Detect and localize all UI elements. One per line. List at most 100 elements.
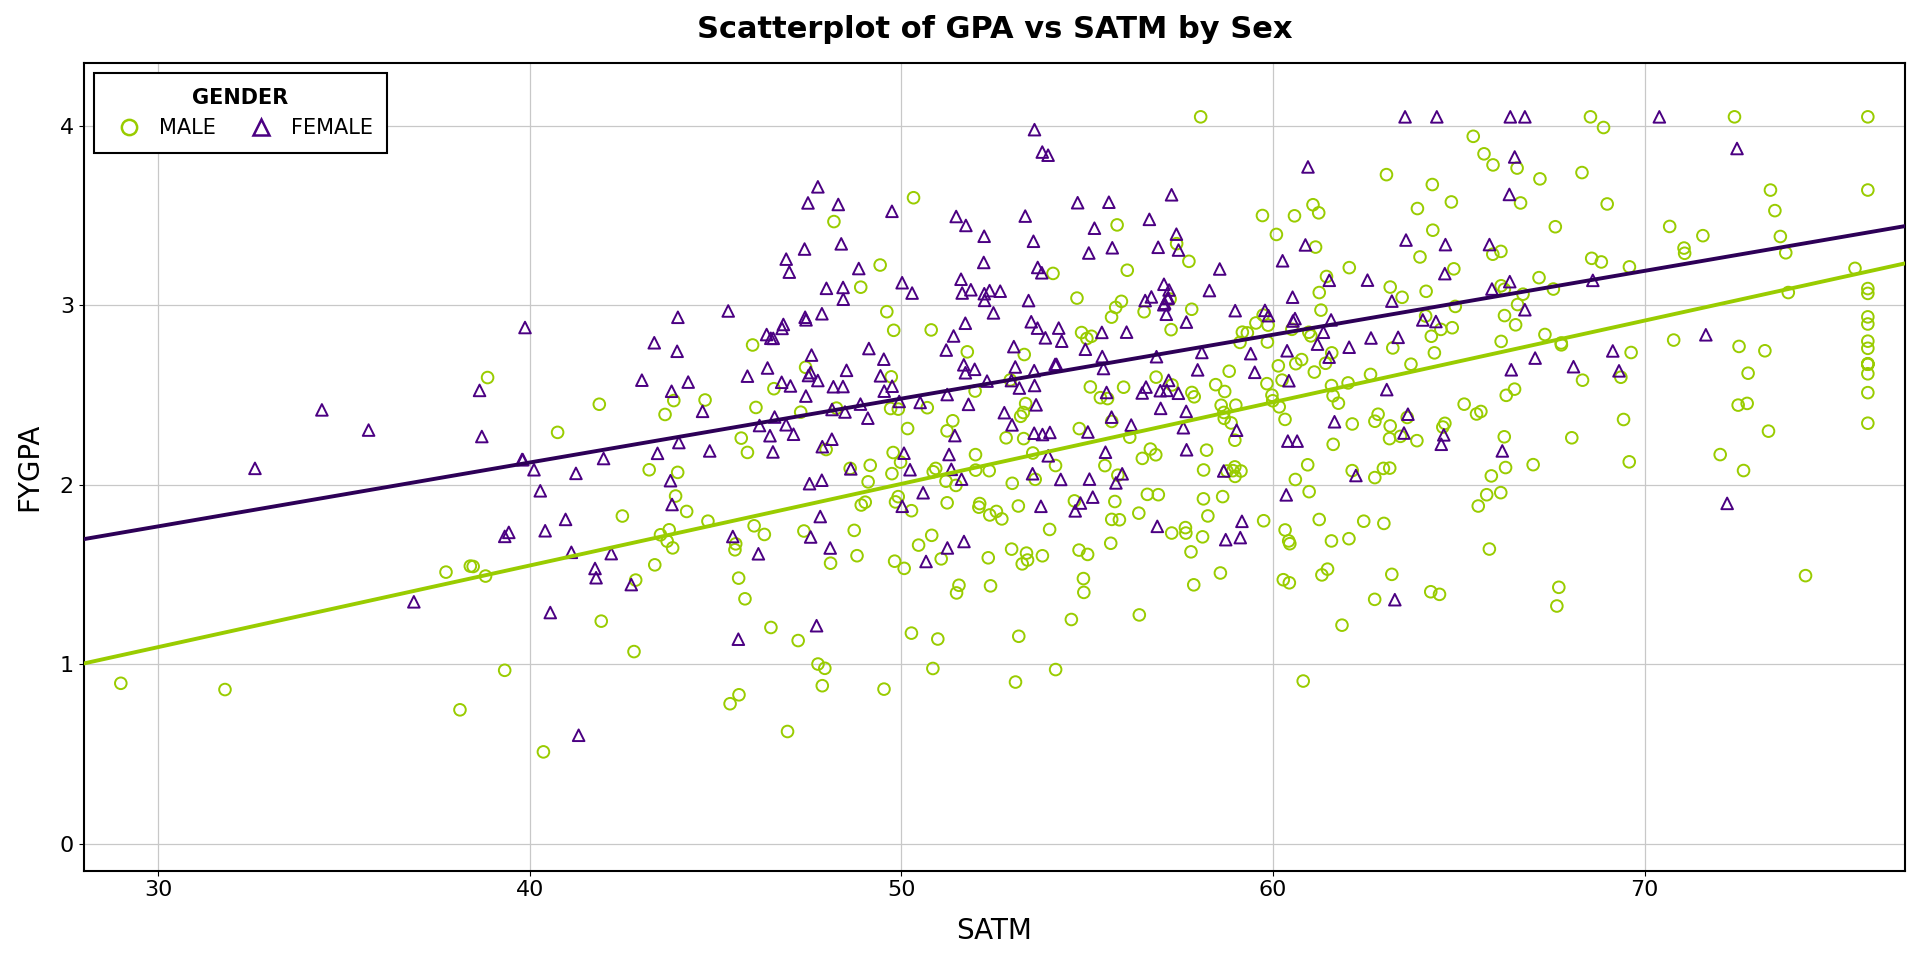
MALE — [1853, 286, 1884, 301]
MALE — [457, 559, 488, 574]
MALE — [1853, 356, 1884, 372]
MALE — [1853, 356, 1884, 372]
FEMALE — [996, 418, 1027, 433]
FEMALE — [1018, 466, 1048, 481]
FEMALE — [557, 544, 588, 560]
MALE — [1273, 533, 1304, 548]
FEMALE — [1152, 291, 1183, 306]
FEMALE — [972, 373, 1002, 389]
MALE — [1008, 431, 1039, 446]
MALE — [1465, 404, 1496, 420]
MALE — [1096, 309, 1127, 324]
MALE — [1206, 397, 1236, 413]
MALE — [912, 400, 943, 416]
MALE — [1415, 328, 1446, 344]
FEMALE — [616, 577, 647, 592]
MALE — [1071, 331, 1102, 347]
MALE — [1277, 322, 1308, 337]
FEMALE — [877, 378, 908, 394]
FEMALE — [240, 461, 271, 476]
MALE — [1732, 396, 1763, 411]
FEMALE — [1273, 373, 1304, 389]
MALE — [1010, 396, 1041, 411]
FEMALE — [801, 618, 831, 634]
FEMALE — [941, 209, 972, 225]
FEMALE — [795, 365, 826, 380]
FEMALE — [1091, 385, 1121, 400]
MALE — [1066, 324, 1096, 340]
MALE — [1718, 109, 1749, 125]
MALE — [941, 478, 972, 493]
FEMALE — [1062, 195, 1092, 210]
MALE — [1359, 591, 1390, 607]
MALE — [879, 554, 910, 569]
FEMALE — [933, 446, 964, 462]
MALE — [660, 489, 691, 504]
FEMALE — [399, 594, 430, 610]
MALE — [1041, 661, 1071, 677]
MALE — [445, 702, 476, 717]
MALE — [651, 534, 682, 549]
MALE — [1853, 366, 1884, 381]
FEMALE — [950, 316, 981, 331]
MALE — [876, 401, 906, 417]
FEMALE — [1392, 406, 1423, 421]
MALE — [835, 461, 866, 476]
MALE — [943, 578, 973, 593]
MALE — [885, 454, 916, 469]
MALE — [1419, 346, 1450, 361]
MALE — [876, 370, 906, 385]
FEMALE — [1430, 237, 1461, 252]
FEMALE — [1390, 109, 1421, 125]
MALE — [1469, 146, 1500, 161]
FEMALE — [950, 218, 981, 233]
MALE — [1004, 629, 1035, 644]
FEMALE — [1091, 444, 1121, 460]
FEMALE — [1025, 498, 1056, 514]
MALE — [1288, 673, 1319, 688]
MALE — [879, 494, 910, 510]
MALE — [941, 586, 972, 601]
FEMALE — [1427, 437, 1457, 452]
MALE — [1215, 416, 1246, 431]
FEMALE — [774, 264, 804, 279]
FEMALE — [657, 497, 687, 513]
FEMALE — [1273, 433, 1304, 448]
MALE — [1219, 468, 1250, 484]
FEMALE — [829, 404, 860, 420]
FEMALE — [818, 379, 849, 395]
FEMALE — [1020, 378, 1050, 394]
MALE — [960, 383, 991, 398]
FEMALE — [908, 485, 939, 500]
FEMALE — [353, 422, 384, 438]
FEMALE — [1033, 448, 1064, 464]
FEMALE — [895, 462, 925, 477]
MALE — [1037, 266, 1068, 281]
MALE — [1486, 334, 1517, 349]
MALE — [634, 462, 664, 477]
MALE — [1728, 463, 1759, 478]
MALE — [1574, 109, 1605, 125]
MALE — [657, 540, 687, 556]
MALE — [1375, 419, 1405, 434]
MALE — [1327, 617, 1357, 633]
FEMALE — [1131, 379, 1162, 395]
MALE — [1753, 423, 1784, 439]
FEMALE — [563, 728, 593, 743]
FEMALE — [897, 285, 927, 300]
FEMALE — [1315, 312, 1346, 327]
MALE — [1256, 388, 1286, 403]
MALE — [1396, 356, 1427, 372]
MALE — [818, 214, 849, 229]
MALE — [1133, 487, 1164, 502]
MALE — [1075, 328, 1106, 344]
MALE — [1542, 598, 1572, 613]
FEMALE — [1277, 313, 1308, 328]
MALE — [931, 423, 962, 439]
MALE — [964, 496, 995, 512]
FEMALE — [1073, 424, 1104, 440]
FEMALE — [948, 534, 979, 549]
FEMALE — [970, 286, 1000, 301]
MALE — [1096, 536, 1127, 551]
FEMALE — [868, 351, 899, 367]
